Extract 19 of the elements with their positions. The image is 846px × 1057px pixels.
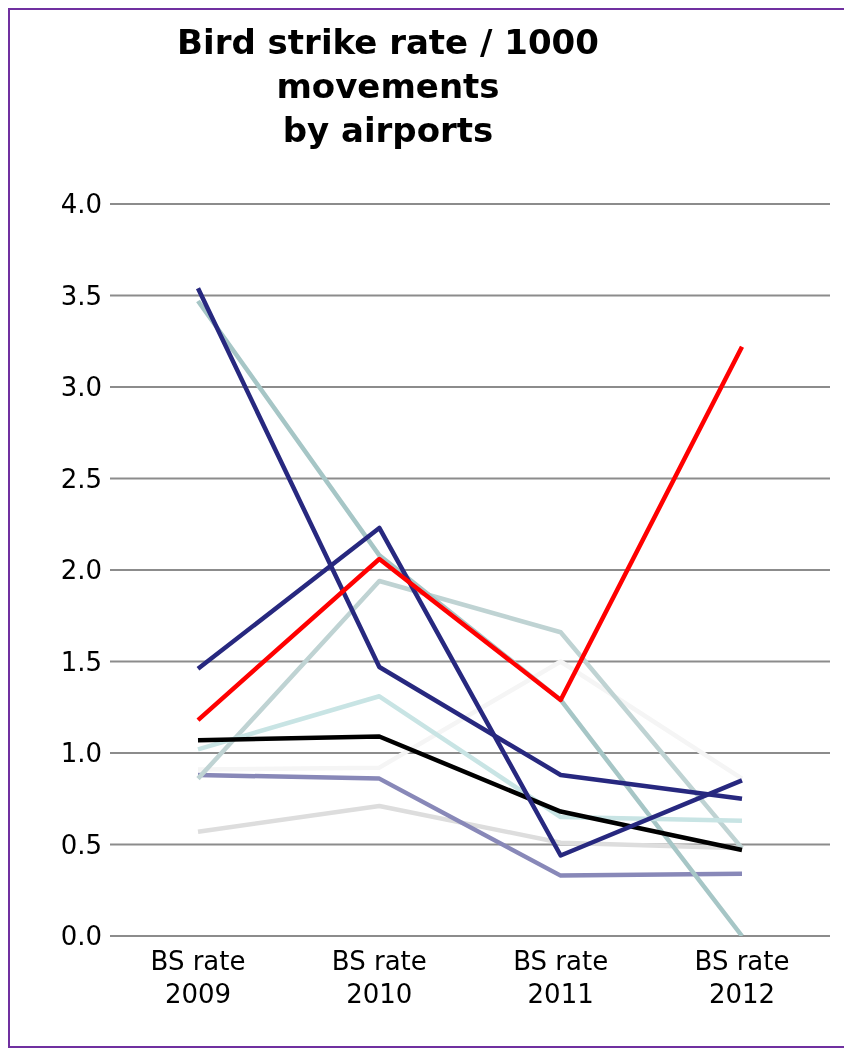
x-tick-label: BS rate 2010 xyxy=(331,946,427,1009)
y-tick-label: 0.0 xyxy=(60,921,102,952)
line-series xyxy=(195,578,745,851)
y-tick-label: 1.5 xyxy=(60,646,102,677)
y-tick-label: 2.5 xyxy=(60,463,102,494)
y-tick-label: 0.5 xyxy=(60,829,102,860)
line-series xyxy=(195,772,745,878)
chart-title: Bird strike rate / 1000 movements by airports xyxy=(176,21,600,152)
y-tick-label: 1.0 xyxy=(60,738,102,769)
line-series xyxy=(195,344,745,723)
y-tick-label: 4.0 xyxy=(60,189,102,220)
y-tick-label: 3.0 xyxy=(60,372,102,403)
line-series xyxy=(195,659,745,781)
y-tick-label: 2.0 xyxy=(60,555,102,586)
x-tick-label: BS rate 2012 xyxy=(694,946,790,1009)
x-tick-label: BS rate 2011 xyxy=(513,946,609,1009)
line-series xyxy=(195,734,745,853)
x-tick-label: BS rate 2009 xyxy=(150,946,246,1009)
y-tick-label: 3.5 xyxy=(60,280,102,311)
